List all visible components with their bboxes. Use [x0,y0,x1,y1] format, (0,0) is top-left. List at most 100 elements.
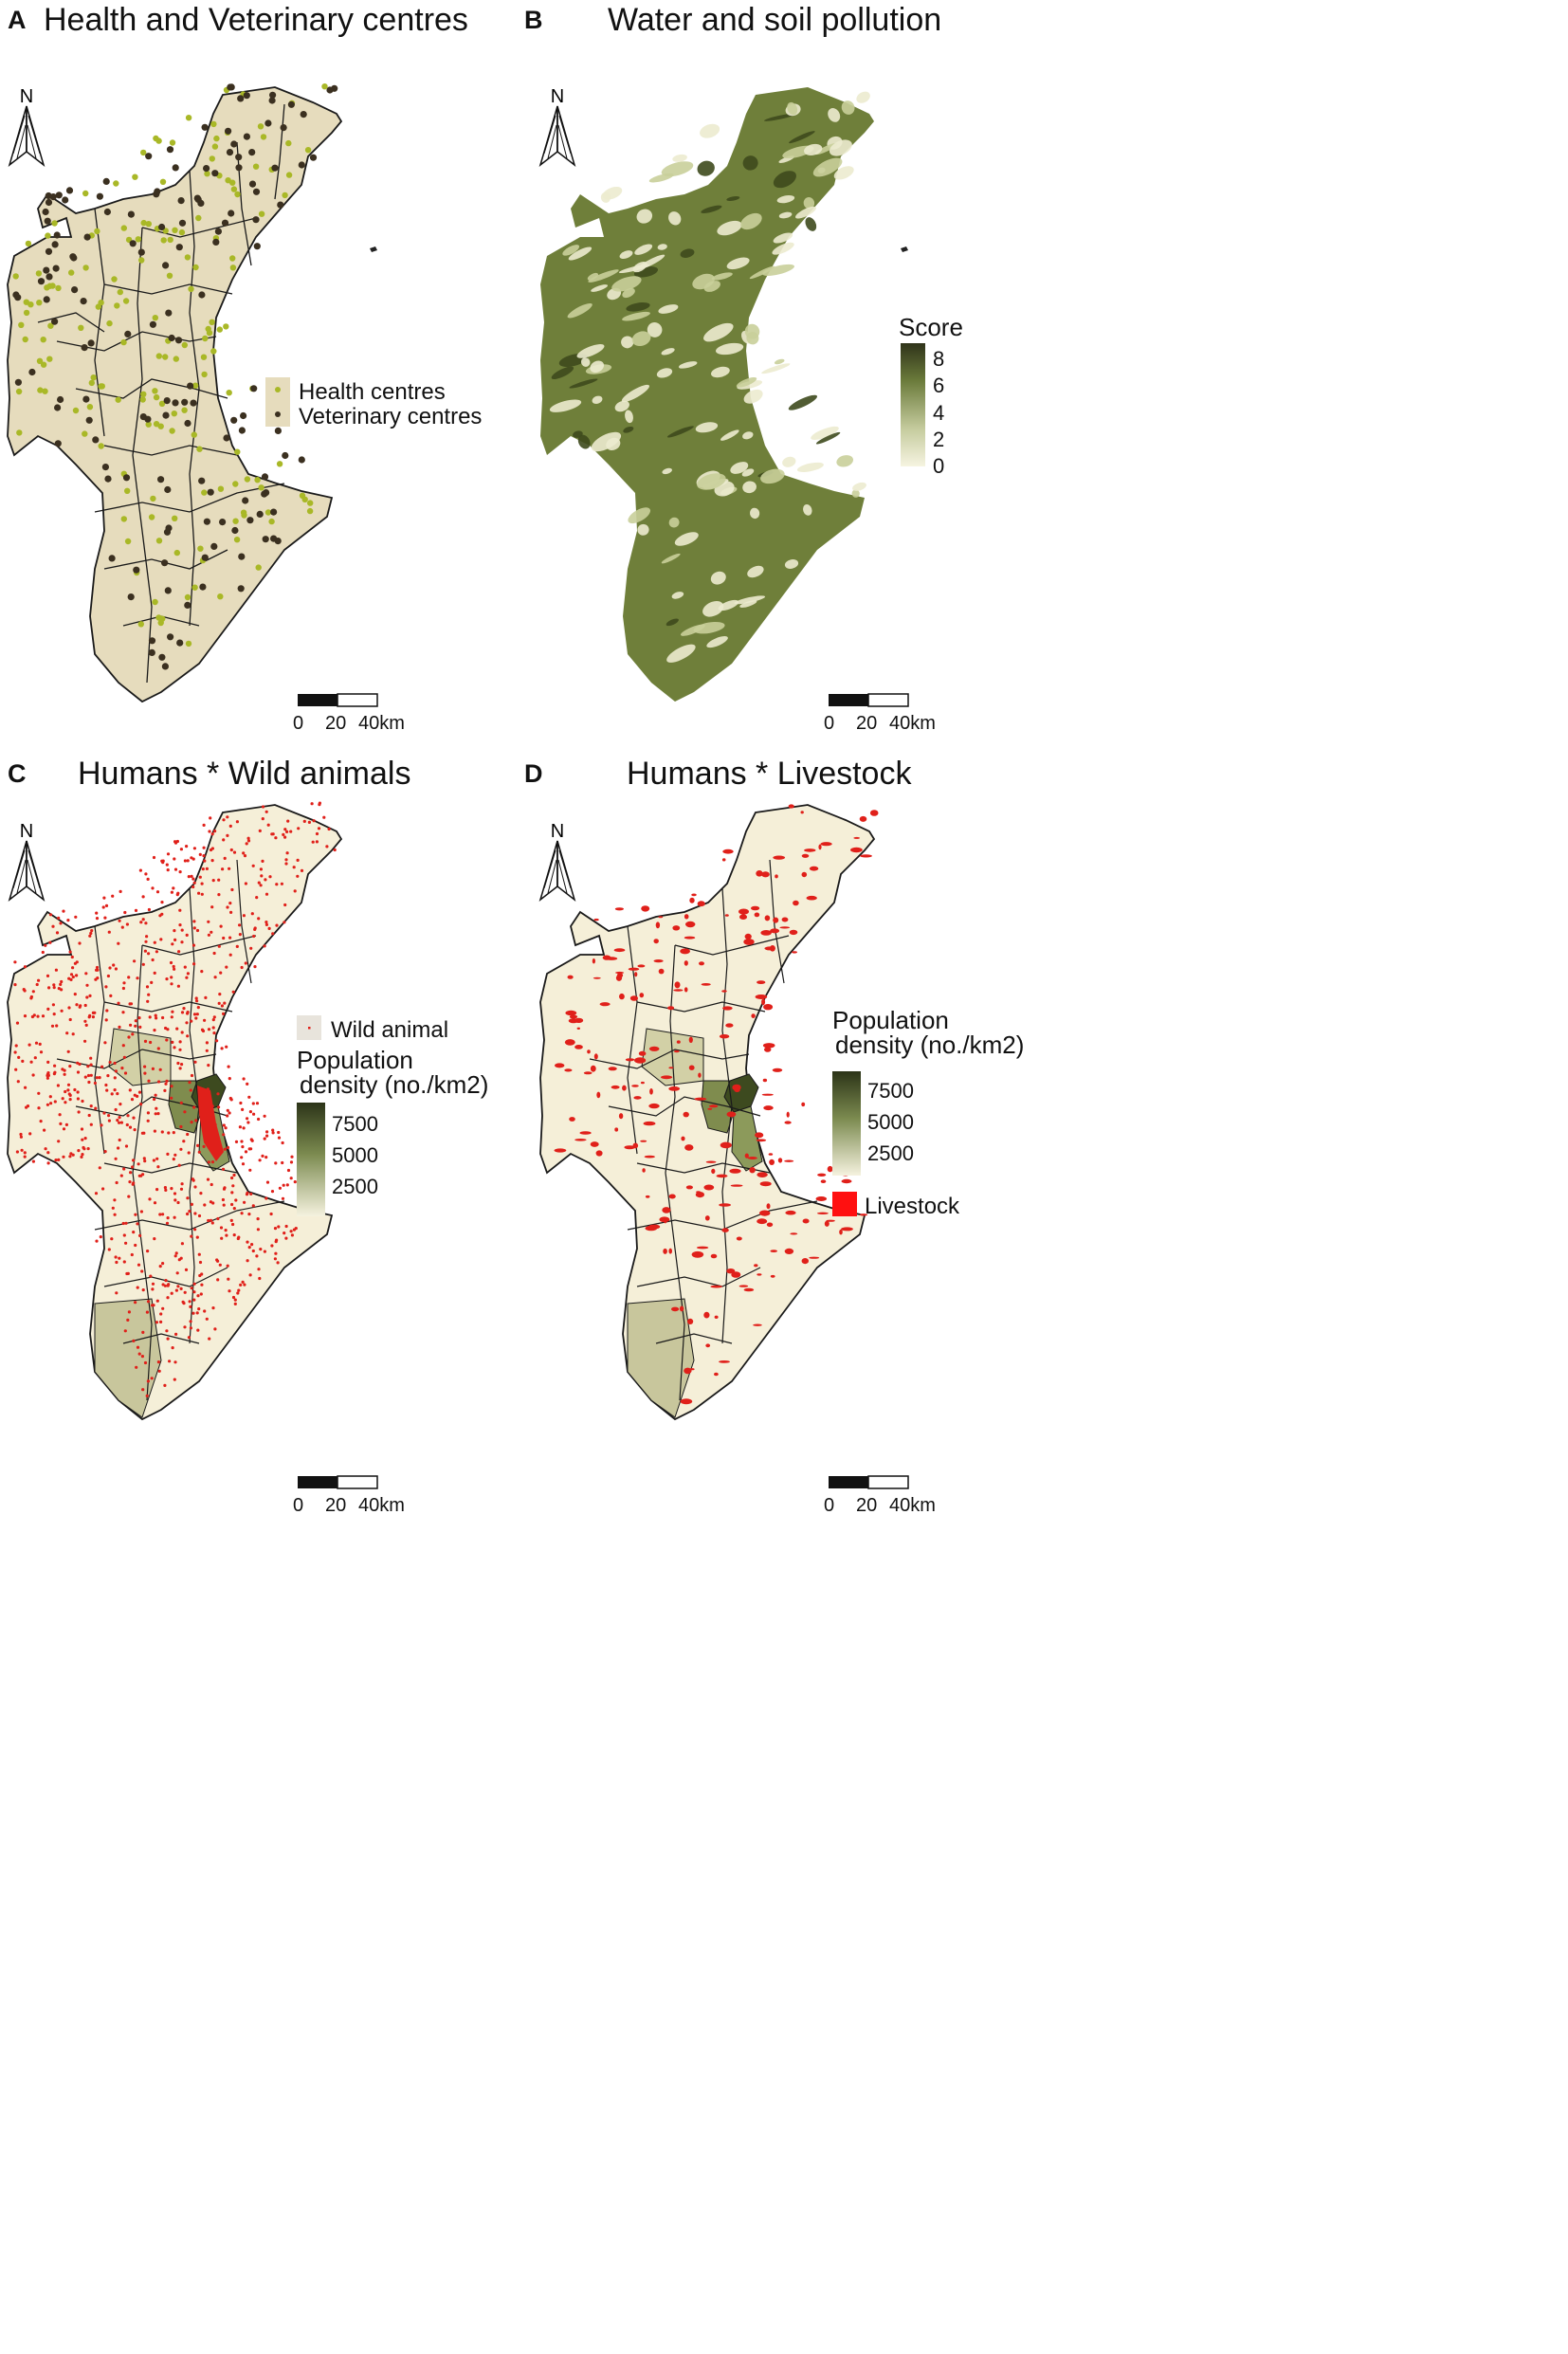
map-point [178,1067,182,1070]
scale-bar [829,693,909,707]
map-point [199,1192,203,1195]
map-point [51,318,59,325]
map-point [23,299,29,305]
map-point [225,1233,228,1237]
map-point [232,1207,236,1211]
livestock-patch [658,916,664,919]
map-point [246,517,254,524]
map-point [142,1131,146,1135]
map-point [260,134,267,140]
map-point [202,1144,206,1148]
map-point [298,161,305,169]
map-point [189,1305,192,1308]
map-point [188,1300,191,1304]
map-point [154,1013,157,1017]
map-point [156,1360,160,1364]
map-point [250,912,254,916]
map-point [83,1039,87,1043]
map-point [144,922,148,925]
map-point [185,976,189,979]
map-point [158,914,162,918]
livestock-patch [841,1178,852,1184]
map-point [155,1299,159,1303]
livestock-patch [853,836,861,839]
map-point [230,1202,234,1207]
map-point [242,1077,246,1081]
pollution-patch [591,431,622,452]
map-point [243,133,250,140]
pollution-patch [803,504,812,516]
map-point [25,240,32,247]
map-point [180,1031,184,1034]
map-point [193,1060,197,1064]
map-point [263,1114,266,1118]
map-point [251,1249,255,1253]
map-point [98,300,104,306]
map-point [115,396,121,403]
map-point [108,1060,112,1065]
map-point [210,930,213,934]
map-point [129,1023,133,1027]
map-point [172,1131,175,1135]
map-point [228,936,232,940]
map-point [133,959,137,963]
map-point [217,878,221,882]
map-point [166,272,173,279]
pollution-patch [671,592,684,599]
map-point [197,1150,201,1154]
pollution-patch [658,304,679,314]
map-point [186,1196,190,1200]
map-point [198,291,206,299]
map-point [131,1165,135,1169]
pollution-patch [787,101,798,116]
map-point [186,1132,190,1137]
map-point [207,1064,210,1068]
pollution-patch [621,336,634,349]
livestock-patch [668,1067,674,1069]
map-point [181,1300,185,1304]
map-point [149,1274,153,1278]
centre-points [12,83,338,670]
map-point [256,1228,260,1232]
map-point [217,893,221,897]
livestock-patch [732,1084,741,1091]
map-point [187,1151,191,1155]
map-point [235,944,239,948]
map-point [200,882,204,885]
map-point [13,1050,17,1054]
map-point [101,464,109,471]
map-point [211,1306,215,1310]
pollution-patch [796,462,824,472]
map-point [117,1146,120,1150]
map-point [183,965,187,969]
map-point [195,928,200,933]
map-point [246,1240,249,1244]
map-point [213,976,217,979]
map-point [102,1111,106,1115]
map-point [67,1092,71,1096]
map-point [219,924,223,928]
map-point [114,1107,118,1112]
map-point [216,1278,220,1282]
map-point [189,1320,192,1323]
map-point [106,974,110,978]
map-point [293,889,297,893]
map-point [229,265,237,271]
map-point [13,983,17,987]
map-point [197,1213,202,1218]
map-point [283,828,287,831]
legend-d [832,1071,861,1216]
livestock-patch [704,1215,710,1221]
livestock-patch [785,1210,796,1215]
map-point [224,1229,228,1232]
map-point [290,1233,294,1237]
map-point [173,857,176,861]
map-point [137,1016,141,1020]
map-point [163,1186,167,1190]
map-point [82,190,89,197]
map-point [64,1101,67,1104]
livestock-patch [754,912,760,918]
pollution-patch [631,331,651,346]
map-point [29,996,33,1000]
livestock-patch [754,1264,758,1268]
